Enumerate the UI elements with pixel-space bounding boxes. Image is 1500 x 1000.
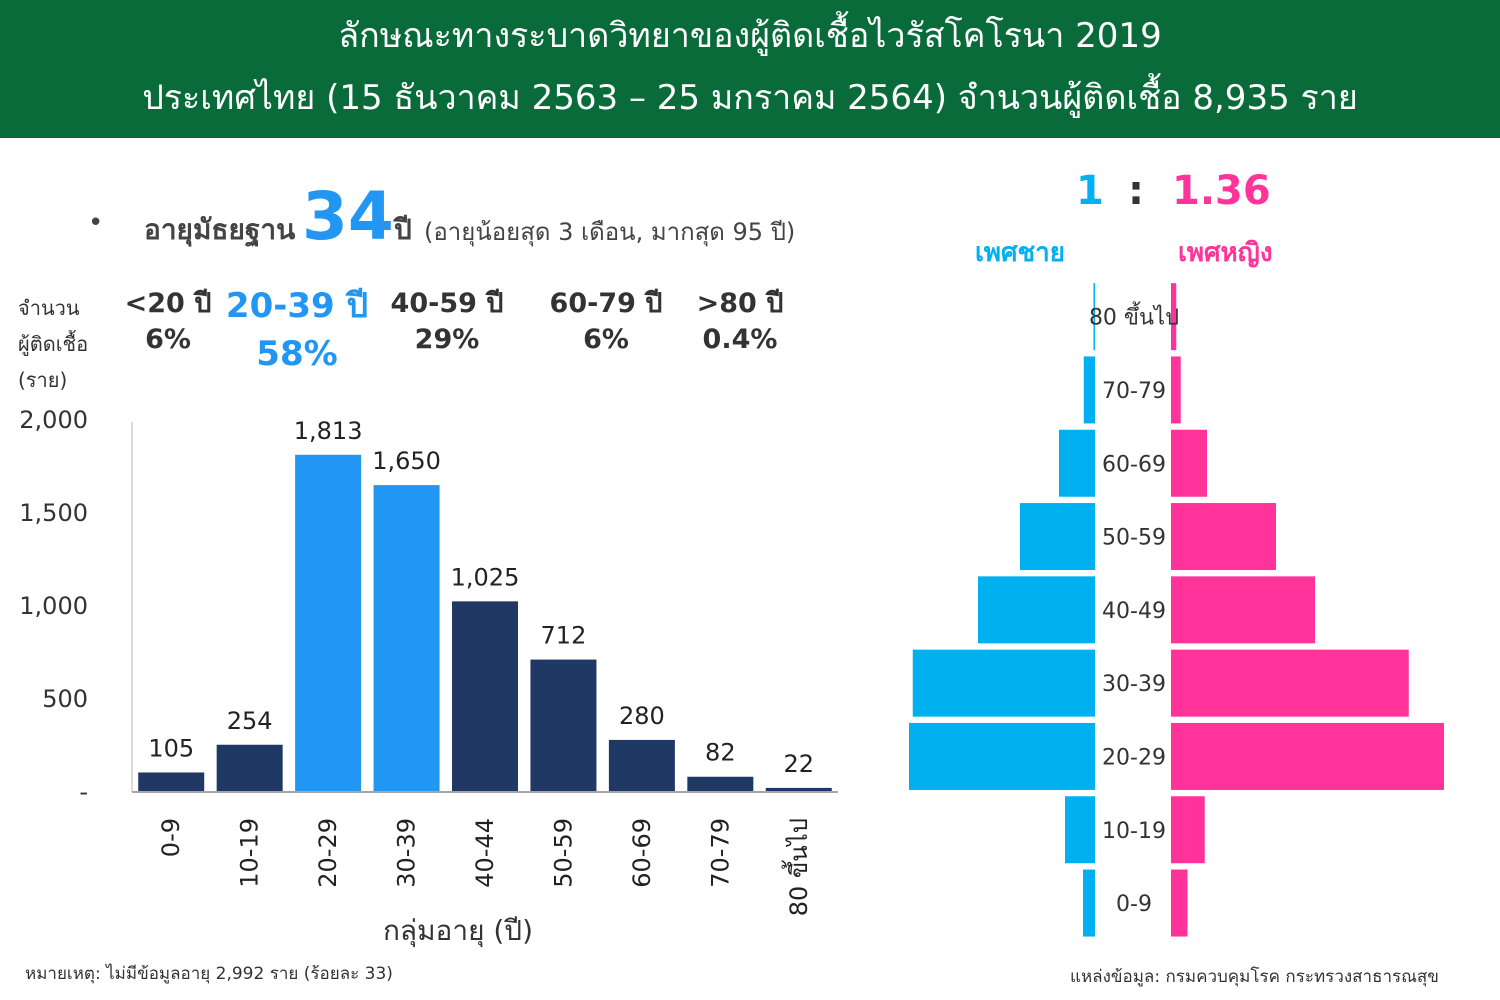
- age-group-pct: 58%: [256, 334, 338, 374]
- age-group-summary: 40-59 ปี 29%: [387, 286, 507, 358]
- female-label: เพศหญิง: [1178, 238, 1273, 268]
- x-tick-label: 70-79: [706, 818, 734, 888]
- x-tick-label: 10-19: [236, 818, 264, 888]
- median-unit: ปี: [394, 213, 412, 246]
- age-group-summary: 60-79 ปี 6%: [546, 286, 666, 358]
- ratio-separator: :: [1128, 168, 1144, 214]
- bar: [452, 601, 518, 792]
- age-group-pct: 0.4%: [702, 324, 778, 355]
- y-axis-label-line: (ราย): [18, 368, 68, 392]
- title-banner: ลักษณะทางระบาดวิทยาของผู้ติดเชื้อไวรัสโค…: [0, 0, 1500, 138]
- y-axis-label: จำนวน ผู้ติดเชื้อ (ราย): [18, 290, 88, 398]
- bar-value-label: 22: [784, 750, 815, 778]
- footnote: หมายเหตุ: ไม่มีข้อมูลอายุ 2,992 ราย (ร้อ…: [25, 964, 393, 984]
- y-tick-label: -: [79, 778, 88, 806]
- bar-value-label: 1,650: [372, 447, 441, 475]
- age-group-pct: 6%: [145, 324, 191, 355]
- y-tick-label: 2,000: [19, 406, 88, 434]
- bar-value-label: 280: [619, 702, 665, 730]
- x-tick-label: 20-29: [314, 818, 342, 888]
- median-range: (อายุน้อยสุด 3 เดือน, มากสุด 95 ปี): [424, 218, 796, 246]
- median-value: 34: [302, 178, 394, 255]
- x-tick-label: 60-69: [628, 818, 656, 888]
- bullet-icon: •: [88, 208, 104, 238]
- bar-value-label: 82: [705, 739, 736, 767]
- bar-value-label: 254: [227, 707, 273, 735]
- age-group-label: <20 ปี: [124, 288, 212, 319]
- bar-value-label: 712: [541, 622, 587, 650]
- x-tick-label: 40-44: [471, 818, 499, 888]
- x-axis-title: กลุ่มอายุ (ปี): [383, 914, 533, 948]
- age-group-label: 20-39 ปี: [225, 286, 369, 326]
- median-label: อายุมัธยฐาน: [144, 213, 296, 246]
- title-line-1: ลักษณะทางระบาดวิทยาของผู้ติดเชื้อไวรัสโค…: [338, 16, 1162, 56]
- ratio-female: 1.36: [1172, 168, 1271, 214]
- bar: [687, 776, 754, 792]
- age-group-summary-highlight: 20-39 ปี 58%: [222, 282, 372, 378]
- y-tick-label: 1,500: [19, 499, 88, 527]
- bar: [216, 744, 283, 792]
- bar-value-label: 105: [148, 734, 194, 762]
- bar: [530, 659, 597, 792]
- age-group-label: >80 ปี: [696, 288, 784, 319]
- x-tick-label: 80 ขึ้นไป: [781, 818, 813, 916]
- x-tick-label: 50-59: [549, 818, 577, 888]
- ratio-male: 1: [1076, 168, 1104, 214]
- bar: [295, 454, 362, 792]
- age-group-label: 60-79 ปี: [549, 288, 663, 319]
- bar: [138, 772, 205, 792]
- bar: [373, 485, 440, 792]
- bar: [608, 739, 675, 792]
- bar: [765, 787, 832, 792]
- x-tick-label: 30-39: [393, 818, 421, 888]
- age-group-summary: <20 ปี 6%: [118, 286, 218, 358]
- y-axis-label-line: ผู้ติดเชื้อ: [18, 332, 89, 356]
- title-line-2: ประเทศไทย (15 ธันวาคม 2563 – 25 มกราคม 2…: [142, 78, 1358, 118]
- age-group-pct: 29%: [414, 324, 480, 355]
- age-group-summary: >80 ปี 0.4%: [690, 286, 790, 358]
- male-label: เพศชาย: [975, 238, 1066, 268]
- y-tick-label: 1,000: [19, 592, 88, 620]
- y-tick-label: 500: [42, 685, 88, 713]
- x-tick-label: 0-9: [157, 818, 185, 857]
- bar-value-label: 1,025: [451, 563, 520, 591]
- bar-value-label: 1,813: [294, 417, 363, 445]
- y-axis-label-line: จำนวน: [18, 296, 80, 320]
- age-group-pct: 6%: [583, 324, 629, 355]
- data-source: แหล่งข้อมูล: กรมควบคุมโรค กระทรวงสาธารณส…: [1070, 967, 1439, 987]
- age-group-label: 40-59 ปี: [390, 288, 504, 319]
